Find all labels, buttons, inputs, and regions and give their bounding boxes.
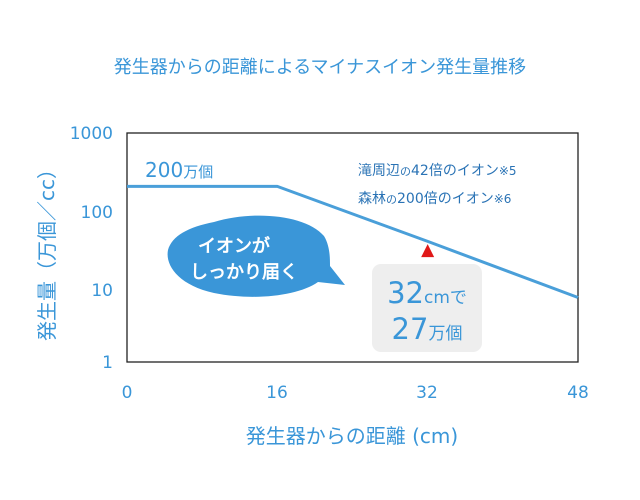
x-tick-label: 32 (416, 383, 438, 403)
reading-count-unit: 万個 (428, 324, 462, 344)
plot-frame (126, 132, 579, 363)
y-tick-label: 100 (81, 203, 113, 223)
reading-box-bg (372, 264, 482, 352)
x-tick-label: 0 (122, 383, 133, 403)
y-axis-label: 発生量（万個／cc） (35, 159, 59, 341)
reading-box: 32cmで 27万個 (372, 264, 482, 352)
comparison-particle: の (400, 165, 411, 178)
comparison-note-waterfall: 滝周辺の42倍のイオン※5 (358, 163, 517, 179)
y-tick-label: 1000 (70, 124, 113, 144)
reading-count-value: 27 (392, 312, 429, 346)
marker-triangle-icon: ▲ (421, 240, 435, 260)
series-line (127, 184, 579, 299)
comparison-multiple: 200倍 (397, 191, 438, 207)
speech-bubble-line-1: イオンが (198, 235, 270, 257)
reading-particle: で (450, 288, 467, 308)
speech-bubble-line-2: しっかり届く (190, 262, 298, 283)
reading-distance-unit: cm (424, 288, 450, 308)
x-tick-label: 16 (266, 383, 288, 403)
comparison-multiple: 42倍 (411, 163, 443, 179)
x-tick-labels: 0 16 32 48 (122, 383, 589, 403)
comparison-name: 森林 (358, 191, 386, 207)
y-tick-labels: 1 10 100 1000 (70, 124, 113, 373)
start-value: 200 (145, 158, 183, 182)
comparison-particle: の (386, 193, 397, 206)
reading-distance-value: 32 (387, 276, 424, 310)
speech-bubble: イオンが しっかり届く (167, 215, 345, 297)
y-tick-label: 1 (102, 353, 113, 373)
reading-count: 27万個 (392, 312, 463, 346)
speech-bubble-shape (167, 215, 345, 297)
comparison-note-forest: 森林の200倍のイオン※6 (358, 191, 511, 207)
comparison-suffix: のイオン (438, 191, 494, 207)
chart-title: 発生器からの距離によるマイナスイオン発生量推移 (114, 57, 526, 78)
reading-distance: 32cmで (387, 276, 467, 310)
x-axis-label: 発生器からの距離 (cm) (246, 424, 458, 448)
y-tick-label: 10 (91, 281, 113, 301)
start-unit: 万個 (183, 163, 213, 181)
comparison-note-mark: ※6 (494, 192, 512, 206)
comparison-suffix: のイオン (443, 163, 499, 179)
x-tick-label: 48 (567, 383, 589, 403)
comparison-note-mark: ※5 (499, 164, 517, 178)
comparison-name: 滝周辺 (358, 163, 400, 179)
start-value-label: 200万個 (145, 158, 213, 182)
